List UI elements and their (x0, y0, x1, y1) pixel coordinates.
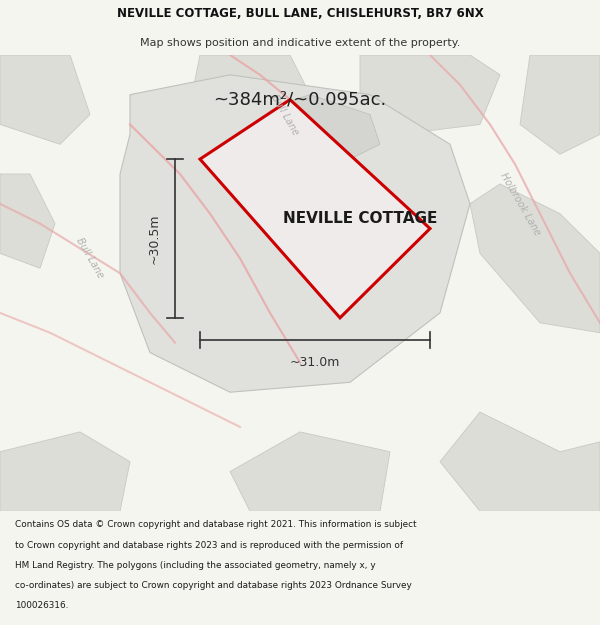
Text: ~30.5m: ~30.5m (148, 213, 161, 264)
Text: NEVILLE COTTAGE: NEVILLE COTTAGE (283, 211, 437, 226)
Text: 100026316.: 100026316. (15, 601, 68, 611)
Text: Contains OS data © Crown copyright and database right 2021. This information is : Contains OS data © Crown copyright and d… (15, 521, 416, 529)
Text: ~31.0m: ~31.0m (290, 356, 340, 369)
Polygon shape (200, 99, 430, 318)
Polygon shape (360, 55, 500, 134)
Polygon shape (470, 184, 600, 332)
Text: Holbrook Lane: Holbrook Lane (498, 171, 542, 237)
Polygon shape (520, 55, 600, 154)
Text: NEVILLE COTTAGE, BULL LANE, CHISLEHURST, BR7 6NX: NEVILLE COTTAGE, BULL LANE, CHISLEHURST,… (116, 8, 484, 20)
Polygon shape (280, 94, 380, 164)
Polygon shape (0, 174, 55, 268)
Text: ~384m²/~0.095ac.: ~384m²/~0.095ac. (214, 91, 386, 109)
Text: co-ordinates) are subject to Crown copyright and database rights 2023 Ordnance S: co-ordinates) are subject to Crown copyr… (15, 581, 412, 590)
Polygon shape (440, 412, 600, 511)
Polygon shape (0, 432, 130, 511)
Text: HM Land Registry. The polygons (including the associated geometry, namely x, y: HM Land Registry. The polygons (includin… (15, 561, 376, 570)
Polygon shape (0, 55, 90, 144)
Polygon shape (190, 55, 310, 124)
Polygon shape (230, 432, 390, 511)
Text: Bull Lane: Bull Lane (74, 236, 106, 281)
Text: to Crown copyright and database rights 2023 and is reproduced with the permissio: to Crown copyright and database rights 2… (15, 541, 403, 549)
Text: Map shows position and indicative extent of the property.: Map shows position and indicative extent… (140, 38, 460, 48)
Text: Bull Lane: Bull Lane (269, 92, 301, 136)
Polygon shape (120, 75, 470, 392)
